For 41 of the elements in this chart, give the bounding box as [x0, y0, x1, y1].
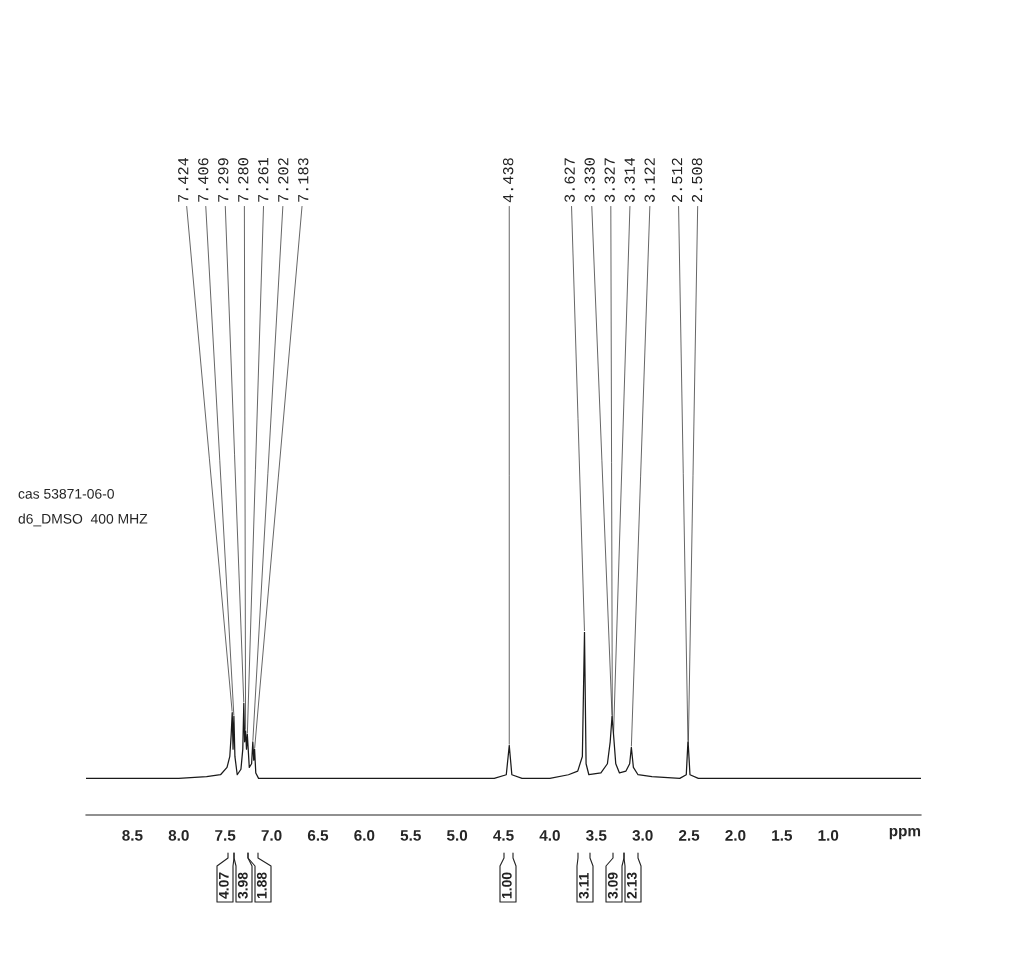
x-tick-label: 8.0	[168, 829, 189, 841]
annotation: 4.438	[502, 158, 514, 203]
text: cas 53871-06-0	[18, 488, 114, 499]
text: 3.98	[237, 872, 248, 899]
x-tick-label: 6.5	[307, 829, 329, 841]
x-tick-label: 5.5	[400, 830, 421, 841]
text: 1.00	[501, 872, 512, 899]
x-tick-label: 7.0	[261, 829, 282, 841]
annotation: 7.406	[198, 158, 209, 202]
x-tick-label: 4.5	[493, 830, 514, 841]
annotation: 3.627	[564, 158, 575, 203]
annotation: 3.122	[644, 158, 655, 203]
x-tick-label: 1.0	[818, 829, 839, 841]
x-tick-label: 3.0	[632, 829, 653, 841]
text: 4.07	[218, 872, 229, 899]
annotation: 2.508	[691, 158, 703, 202]
annotation: 7.183	[298, 158, 309, 202]
text: d6_DMSO 400 MHZ	[18, 513, 148, 527]
annotation: 3.330	[584, 158, 595, 203]
text: 3.09	[607, 872, 618, 899]
annotation: 7.202	[278, 158, 289, 202]
annotation: 7.280	[238, 158, 249, 202]
text: 2.13	[626, 872, 637, 899]
x-tick-label: 2.0	[725, 829, 746, 841]
annotation: 3.327	[604, 158, 615, 203]
x-tick-label: 5.0	[446, 829, 468, 841]
text: 3.11	[578, 873, 589, 899]
x-tick-label: 6.0	[354, 829, 375, 841]
x-axis-title: ppm	[889, 827, 921, 840]
annotation: 3.314	[624, 157, 635, 203]
x-tick-label: 4.0	[539, 829, 560, 841]
x-tick-label: 8.5	[122, 829, 143, 841]
annotation: 7.424	[178, 157, 189, 202]
x-tick-label: 3.5	[586, 829, 607, 841]
annotation: 2.512	[671, 158, 683, 202]
text: 1.88	[256, 872, 267, 899]
x-tick-label: 2.5	[678, 829, 700, 841]
annotation: 7.261	[258, 157, 269, 202]
x-tick-label: 7.5	[215, 830, 236, 841]
x-tick-label: 1.5	[772, 830, 793, 841]
annotation: 7.299	[218, 158, 229, 202]
